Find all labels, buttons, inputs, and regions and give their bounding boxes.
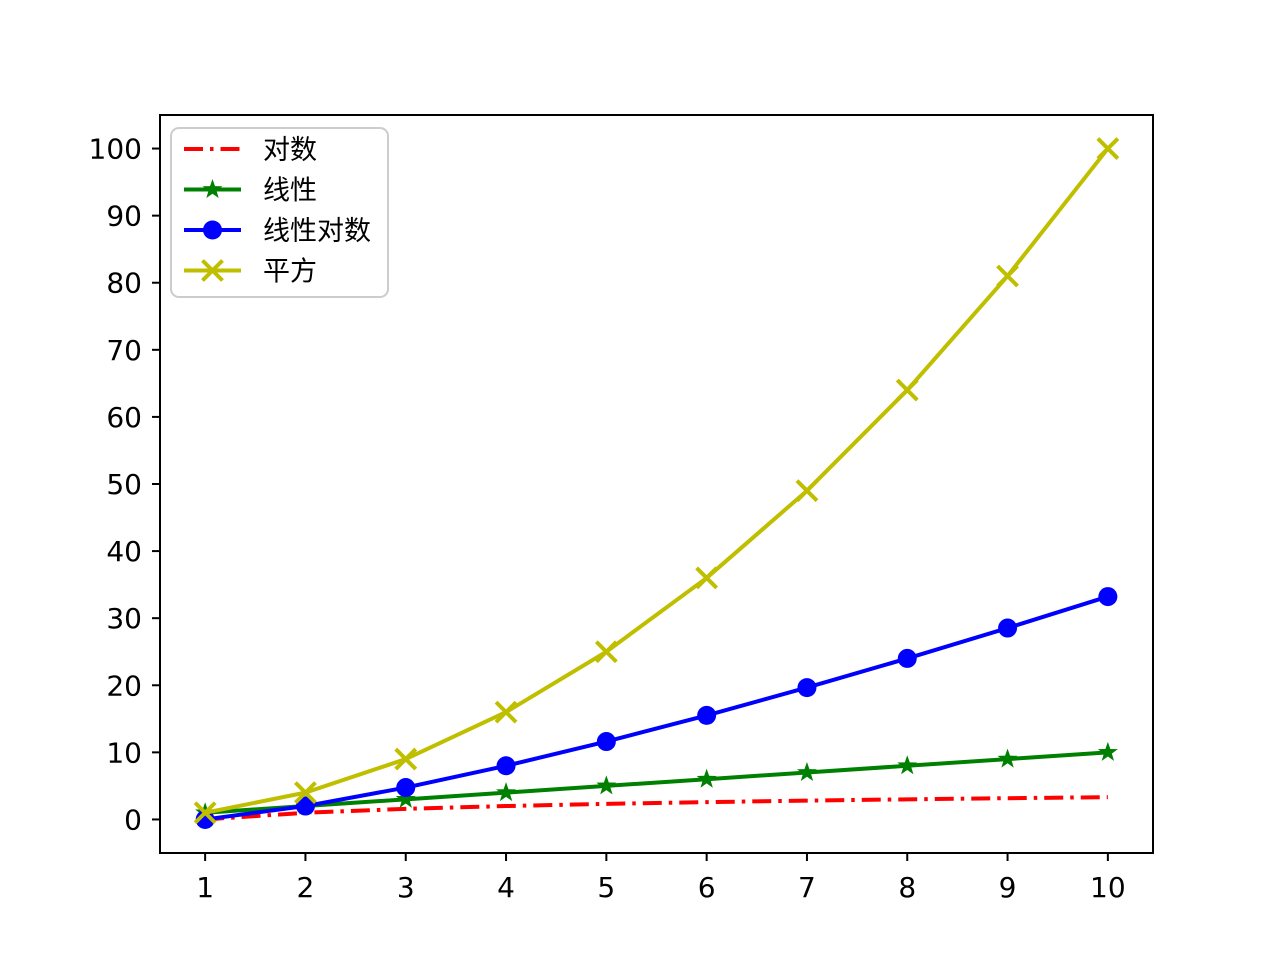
marker-star-linear-2 [395, 788, 416, 808]
marker-star-linear-8 [997, 748, 1018, 768]
y-tick-label: 40 [106, 535, 142, 568]
x-tick-label: 10 [1090, 871, 1126, 904]
marker-star-linear-6 [796, 761, 817, 781]
marker-x-square-8 [996, 264, 1019, 288]
series-linear-line [205, 750, 1108, 815]
marker-circle-linearlog-4 [596, 732, 616, 752]
x-axis: 1 2 3 4 5 6 7 8 9 10 [196, 853, 1126, 904]
marker-x-square-7 [895, 378, 919, 402]
x-tick-label: 7 [798, 871, 816, 904]
marker-x-square-9 [1096, 137, 1120, 160]
y-tick-label: 60 [106, 401, 142, 434]
legend-entry-square: 平方 [184, 257, 317, 288]
y-tick-label: 100 [89, 133, 142, 166]
series-square-line [204, 147, 1110, 815]
marker-circle-linearlog-9 [1098, 587, 1118, 607]
marker-x-square-0 [193, 801, 217, 825]
y-tick-label: 70 [106, 334, 142, 367]
legend-entry-linearlog: 线性对数 [184, 216, 371, 247]
x-tick-label: 3 [397, 871, 415, 904]
marker-x-square-2 [394, 747, 418, 771]
legend-entry-linear: 线性 [184, 176, 317, 207]
marker-circle-linearlog-2 [396, 778, 416, 798]
legend-entry-log: 对数 [184, 135, 317, 166]
marker-circle-legend-linearlog [203, 220, 222, 240]
marker-star-linear-9 [1097, 741, 1118, 761]
y-tick-label: 50 [106, 468, 142, 501]
x-tick-label: 9 [999, 871, 1017, 904]
y-tick-label: 80 [106, 267, 142, 300]
legend-box [170, 127, 389, 298]
legend-label: 平方 [263, 257, 317, 288]
y-tick-label: 30 [106, 602, 142, 635]
y-tick-label: 0 [124, 803, 142, 836]
marker-circle-linearlog-3 [496, 756, 516, 776]
x-tick-label: 2 [297, 871, 315, 904]
series-log [205, 795, 1108, 822]
series-linearlog-line [204, 594, 1109, 822]
legend-label: 对数 [263, 135, 317, 166]
marker-x-square-1 [294, 781, 317, 805]
series-linearlog [195, 587, 1118, 829]
marker-star-linear-5 [696, 768, 717, 788]
marker-circle-linearlog-8 [998, 618, 1018, 638]
x-tick-label: 6 [698, 871, 716, 904]
marker-x-legend-square [201, 259, 224, 282]
marker-x-square-6 [795, 479, 819, 503]
marker-circle-linearlog-6 [797, 678, 817, 698]
y-tick-label: 20 [106, 669, 142, 702]
x-tick-label: 5 [597, 871, 615, 904]
x-tick-label: 4 [497, 871, 515, 904]
marker-star-linear-4 [596, 775, 617, 795]
marker-x-square-4 [594, 640, 618, 664]
y-tick-label: 90 [106, 200, 142, 233]
y-axis: 0 10 20 30 40 50 60 70 80 90 100 [89, 133, 160, 836]
marker-star-linear-3 [496, 782, 517, 802]
series-log-line [205, 795, 1108, 822]
legend-label: 线性对数 [263, 216, 371, 247]
legend-label: 线性 [263, 176, 317, 207]
x-tick-label: 8 [898, 871, 916, 904]
marker-circle-linearlog-7 [897, 648, 917, 668]
marker-star-legend-linear [202, 179, 223, 198]
y-tick-label: 10 [106, 736, 142, 769]
x-tick-label: 1 [196, 871, 214, 904]
series-square [193, 137, 1120, 825]
marker-circle-linearlog-5 [697, 705, 717, 725]
marker-circle-linearlog-1 [295, 796, 315, 816]
marker-x-square-5 [695, 566, 719, 590]
marker-x-square-3 [494, 700, 518, 724]
marker-star-linear-7 [897, 755, 918, 775]
